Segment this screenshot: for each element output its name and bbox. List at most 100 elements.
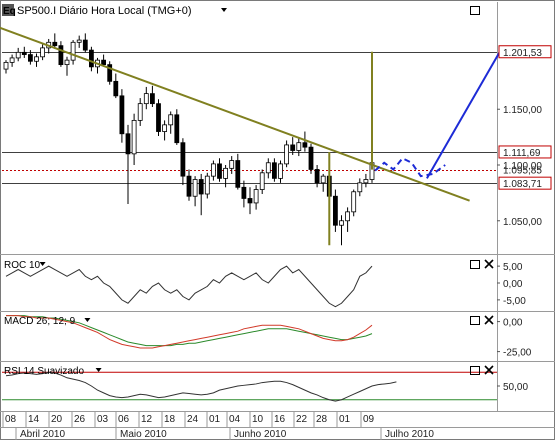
x-day-label: 03 bbox=[97, 414, 109, 425]
y-tick-label: 1.150,00 bbox=[503, 105, 542, 116]
x-day-label: 10 bbox=[252, 414, 264, 425]
y-tick-label: 1.100,00 bbox=[503, 161, 542, 172]
chart-title: SP500.I Diário Hora Local (TMG+0) bbox=[17, 5, 192, 17]
close-icon[interactable] bbox=[484, 259, 494, 269]
triangle-down-icon[interactable] bbox=[39, 262, 46, 266]
price-marker-label: 1.111,69 bbox=[503, 148, 541, 159]
candle-body bbox=[9, 57, 15, 63]
candle-body bbox=[70, 41, 76, 61]
y-tick-label: -25,00 bbox=[503, 348, 532, 359]
candle-body bbox=[156, 103, 161, 132]
eq-logo bbox=[2, 4, 14, 16]
eq-logo-text: Eq bbox=[3, 6, 16, 17]
x-day-label: 26 bbox=[74, 414, 86, 425]
price-marker-label: 1.201,53 bbox=[503, 48, 542, 59]
close-icon[interactable] bbox=[484, 365, 494, 375]
close-icon[interactable] bbox=[484, 315, 494, 325]
roc-line bbox=[5, 265, 373, 308]
x-day-label: 12 bbox=[141, 414, 153, 425]
x-day-label: 04 bbox=[229, 414, 241, 425]
candle-body bbox=[198, 179, 204, 195]
candle-body bbox=[345, 211, 351, 222]
candle-body bbox=[180, 142, 186, 177]
candle-body bbox=[192, 179, 198, 197]
y-tick-label: 0,00 bbox=[503, 279, 523, 290]
price-marker-box bbox=[498, 145, 552, 159]
candle-body bbox=[351, 191, 357, 213]
y-tick-label: 50,00 bbox=[503, 382, 528, 393]
x-day-label: 14 bbox=[28, 414, 40, 425]
candle-body bbox=[27, 54, 33, 62]
maximize-icon[interactable] bbox=[470, 260, 480, 269]
candle-body bbox=[149, 93, 155, 105]
x-day-label: 16 bbox=[274, 414, 286, 425]
rsi-title: RSI 14 Suavizado bbox=[4, 366, 84, 377]
candle-body bbox=[101, 59, 106, 66]
maximize-icon[interactable] bbox=[470, 316, 480, 325]
triangle-down-icon[interactable] bbox=[221, 8, 227, 12]
candle-body bbox=[259, 172, 265, 190]
price-marker-box bbox=[498, 176, 552, 190]
price-marker-label: 1.095,85 bbox=[503, 166, 542, 177]
maximize-icon[interactable] bbox=[470, 6, 480, 15]
candle-body bbox=[217, 163, 222, 179]
candle-body bbox=[314, 169, 320, 184]
price-marker-box bbox=[499, 163, 551, 176]
candle-body bbox=[186, 175, 192, 197]
x-day-label: 22 bbox=[296, 414, 308, 425]
candle-body bbox=[247, 198, 253, 204]
candle-body bbox=[271, 162, 277, 179]
candle-body bbox=[58, 45, 64, 66]
candle-body bbox=[89, 49, 94, 68]
triangle-down-icon[interactable] bbox=[84, 318, 91, 322]
candle-body bbox=[235, 160, 241, 188]
candle-body bbox=[131, 119, 137, 155]
candle-body bbox=[137, 103, 143, 121]
projection-path bbox=[374, 157, 446, 178]
projection-rise bbox=[426, 50, 501, 179]
x-day-label: 18 bbox=[164, 414, 176, 425]
candle-body bbox=[204, 175, 210, 195]
rsi-line bbox=[5, 371, 397, 402]
candle-body bbox=[119, 95, 125, 135]
candle-body bbox=[363, 179, 369, 184]
candle-body bbox=[241, 186, 247, 199]
candle-body bbox=[302, 142, 308, 148]
y-tick-label: 0,00 bbox=[503, 318, 523, 329]
x-month-label: Julho 2010 bbox=[385, 429, 434, 440]
x-day-label: 28 bbox=[316, 414, 328, 425]
candle-body bbox=[107, 64, 113, 82]
candle-body bbox=[265, 162, 271, 174]
candle-body bbox=[290, 144, 296, 151]
x-day-label: 08 bbox=[5, 414, 17, 425]
triangle-down-icon[interactable] bbox=[95, 368, 102, 372]
candle-body bbox=[229, 160, 235, 169]
candle-body bbox=[143, 93, 149, 105]
candle-body bbox=[210, 163, 216, 177]
candle-body bbox=[278, 163, 283, 179]
trendline bbox=[0, 26, 470, 202]
candle-body bbox=[308, 146, 314, 170]
candle-body bbox=[253, 189, 259, 204]
candle-body bbox=[168, 114, 174, 126]
x-day-label: 06 bbox=[118, 414, 130, 425]
x-day-label: 24 bbox=[187, 414, 199, 425]
x-day-label: 09 bbox=[363, 414, 375, 425]
maximize-icon[interactable] bbox=[470, 366, 480, 375]
candle-body bbox=[223, 167, 229, 179]
price-marker-label: 1.083,71 bbox=[503, 179, 542, 190]
candle-body bbox=[339, 220, 344, 226]
candle-body bbox=[332, 195, 338, 226]
x-month-label: Junho 2010 bbox=[234, 429, 287, 440]
candle-body bbox=[76, 39, 82, 43]
candle-body bbox=[3, 61, 9, 70]
y-tick-label: 5,00 bbox=[503, 262, 523, 273]
roc-title: ROC 10 bbox=[4, 260, 41, 271]
candle-body bbox=[82, 39, 88, 51]
candle-body bbox=[357, 182, 363, 193]
y-tick-label: -5,00 bbox=[503, 296, 526, 307]
x-day-label: 20 bbox=[51, 414, 63, 425]
candle-body bbox=[15, 51, 21, 59]
